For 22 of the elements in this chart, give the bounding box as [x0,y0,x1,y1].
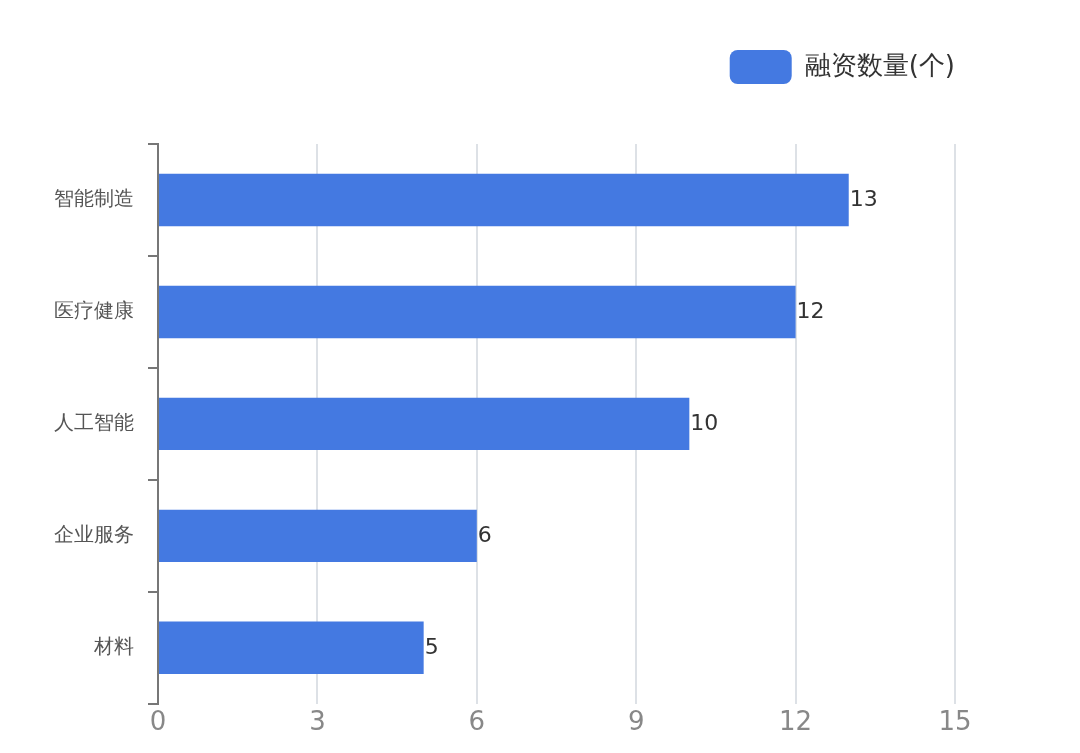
y-tick-label: 医疗健康 [54,298,134,323]
data-label: 12 [796,297,825,323]
data-label: 6 [477,521,492,547]
y-tick-label: 智能制造 [54,186,134,211]
data-label: 5 [424,633,439,659]
legend-label: 融资数量(个) [804,49,956,80]
data-label: 13 [849,185,878,211]
bar [159,509,477,563]
y-tick-label: 人工智能 [54,410,134,435]
x-tick-label: 15 [938,706,972,737]
y-tick-label: 企业服务 [54,522,134,547]
x-tick-label: 9 [627,706,645,737]
x-tick-label: 0 [149,706,167,737]
y-tick-label: 材料 [93,634,134,659]
bar [159,285,796,339]
bar [159,397,690,451]
bar [159,173,849,227]
data-label: 10 [690,409,719,435]
x-tick-label: 12 [779,706,813,737]
x-tick-label: 6 [468,706,486,737]
x-tick-label: 3 [309,706,326,737]
bar [159,621,424,675]
